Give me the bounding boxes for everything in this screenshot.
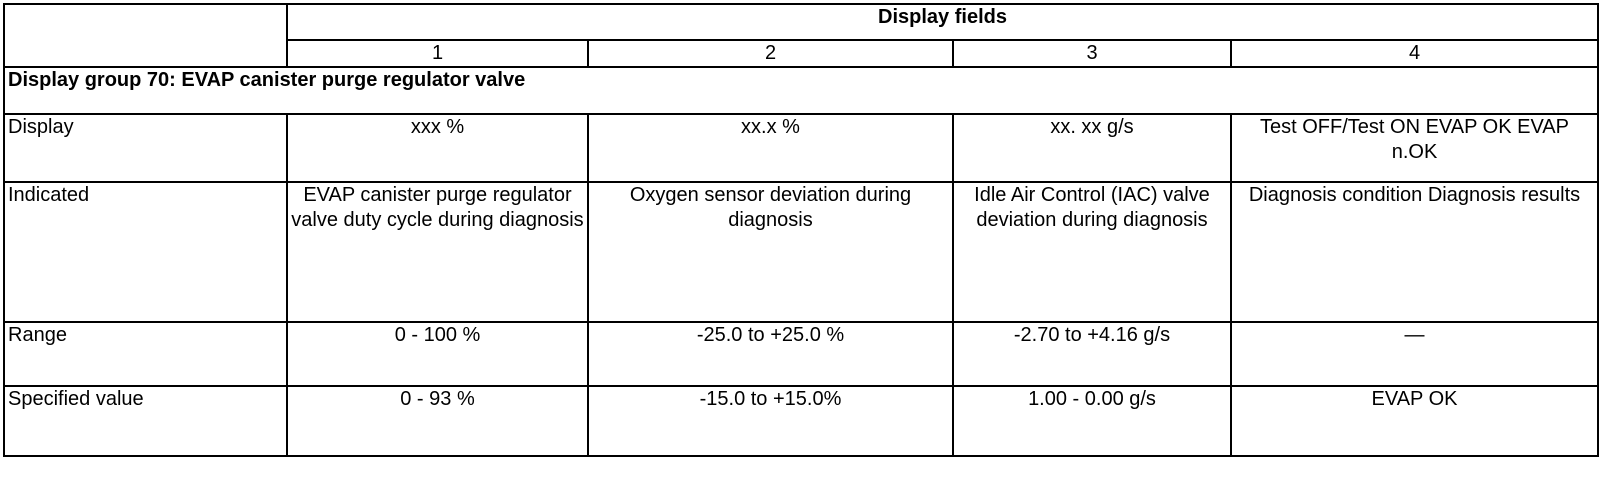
table-cell: Idle Air Control (IAC) valve deviation d… — [952, 181, 1232, 323]
section-title-row: Display group 70: EVAP canister purge re… — [3, 66, 1599, 115]
header-row-group: Display fields — [3, 3, 1599, 68]
corner-cell — [3, 3, 288, 68]
field-number-1: 1 — [286, 39, 589, 68]
row-label-specified-value: Specified value — [3, 385, 288, 457]
table-cell: -15.0 to +15.0% — [587, 385, 954, 457]
field-number-4: 4 — [1230, 39, 1599, 68]
table-row: Display xxx % xx.x % xx. xx g/s Test OFF… — [3, 113, 1599, 183]
table-cell: -2.70 to +4.16 g/s — [952, 321, 1232, 387]
table-row: Specified value 0 - 93 % -15.0 to +15.0%… — [3, 385, 1599, 457]
row-label-range: Range — [3, 321, 288, 387]
table-row: Indicated EVAP canister purge regulator … — [3, 181, 1599, 323]
table-cell: xxx % — [286, 113, 589, 183]
row-label-display: Display — [3, 113, 288, 183]
table-row: Range 0 - 100 % -25.0 to +25.0 % -2.70 t… — [3, 321, 1599, 387]
header-row-fields: 1 2 3 4 — [4, 39, 1599, 68]
table-cell: 0 - 93 % — [286, 385, 589, 457]
table-cell: 1.00 - 0.00 g/s — [952, 385, 1232, 457]
display-group-table: Display fields 1 2 3 4 Display group 70:… — [3, 3, 1599, 457]
table-cell: EVAP OK — [1230, 385, 1599, 457]
table-cell: Oxygen sensor deviation during diagnosis — [587, 181, 954, 323]
field-number-2: 2 — [587, 39, 954, 68]
field-number-3: 3 — [952, 39, 1232, 68]
table-cell: xx.x % — [587, 113, 954, 183]
table-cell: 0 - 100 % — [286, 321, 589, 387]
row-label-indicated: Indicated — [3, 181, 288, 323]
table-cell: Diagnosis condition Diagnosis results — [1230, 181, 1599, 323]
table-cell: xx. xx g/s — [952, 113, 1232, 183]
display-fields-header: Display fields — [286, 3, 1599, 41]
table-cell: EVAP canister purge regulator valve duty… — [286, 181, 589, 323]
table-cell: -25.0 to +25.0 % — [587, 321, 954, 387]
table-cell: Test OFF/Test ON EVAP OK EVAP n.OK — [1230, 113, 1599, 183]
table-cell: — — [1230, 321, 1599, 387]
section-title: Display group 70: EVAP canister purge re… — [3, 66, 1599, 115]
